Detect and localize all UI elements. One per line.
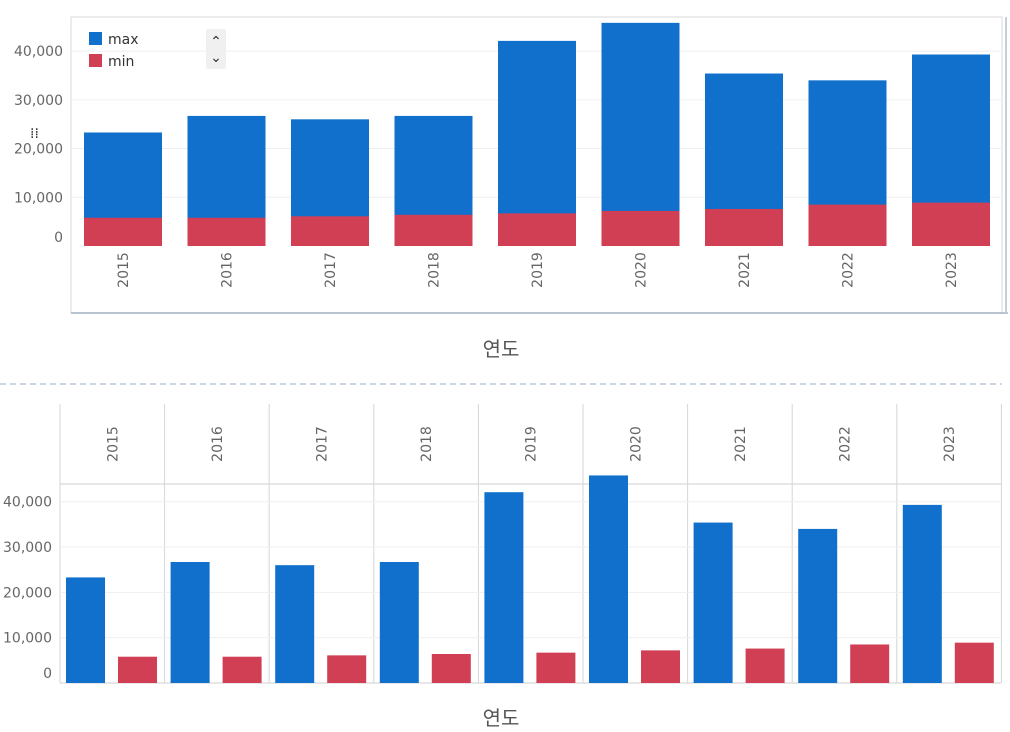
top-x-axis-title: 연도 [483,337,520,361]
top-x-tick-label: 2021 [737,252,753,288]
bottom-x-header-label: 2015 [105,426,121,462]
bottom-bar-min [745,648,785,683]
top-y-tick-label: 0 [54,230,63,246]
top-y-tick-label: 40,000 [14,44,63,60]
top-bar-min [912,202,990,246]
top-x-tick-label: 2019 [530,252,546,288]
bottom-bar-min [118,656,157,683]
bottom-x-header-label: 2019 [524,426,540,462]
top-bar-max [498,40,576,247]
bottom-bar-max [484,492,524,683]
bottom-y-tick-label: 10,000 [3,631,52,647]
legend-label-min: min [108,54,134,70]
bottom-x-axis-title: 연도 [483,706,520,730]
bottom-x-header-label: 2020 [628,426,644,462]
top-x-tick-label: 2015 [116,252,132,288]
legend-label-max: max [108,32,139,48]
legend-scroll-control [206,29,226,69]
top-bar-min [705,208,783,246]
bottom-bar-max [275,565,315,683]
bottom-bar-max [170,561,210,683]
bottom-bar-max [693,522,733,683]
top-bar-min [808,204,887,246]
bottom-bar-min [222,656,262,683]
top-x-tick-label: 2020 [634,252,650,288]
legend-scroll-down-icon: ⌄ [210,50,222,66]
top-x-tick-label: 2018 [427,252,443,288]
top-x-tick-label: 2016 [220,252,236,288]
top-x-tick-label: 2017 [323,252,339,288]
top-bar-min [187,217,266,246]
top-bar-min [498,213,576,246]
bottom-x-header-label: 2017 [315,426,331,462]
bottom-x-header-label: 2021 [733,426,749,462]
bottom-x-header-label: 2016 [210,426,226,462]
legend-swatch-min [89,54,102,67]
top-y-tick-label: 10,000 [14,190,63,206]
bottom-bar-max [379,561,419,683]
bottom-bar-min [536,652,576,683]
bottom-bar-max [589,475,628,683]
top-x-tick-label: 2023 [944,252,960,288]
bottom-bar-min [850,644,890,683]
bottom-y-tick-label: 0 [43,666,52,682]
top-y-tick-label: 30,000 [14,93,63,109]
top-y-tick-label: 20,000 [14,142,63,158]
bottom-bar-max [798,528,838,683]
bottom-x-header-label: 2022 [838,426,854,462]
bottom-bar-min [327,655,367,683]
bottom-bar-max [66,577,105,683]
bottom-y-tick-label: 40,000 [3,495,52,511]
bottom-bar-min [431,653,471,683]
top-overlay-chart: 0 10,000 20,000 30,000 40,000 2015 2016 2017 201… [0,16,1008,385]
legend-scroll-up-icon: ⌃ [210,34,222,50]
top-x-tick-label: 2022 [841,252,857,288]
chart-type-icon: ⁞⁞ [30,126,39,142]
bottom-y-tick-label: 20,000 [3,585,52,601]
bottom-x-header-label: 2018 [419,426,435,462]
top-bar-min [394,214,473,246]
bottom-bar-min [641,650,680,683]
bottom-grouped-chart: 0 10,000 20,000 30,000 40,000 2015 2016 2017 201… [3,404,1002,730]
top-bar-max [601,22,680,247]
bottom-bar-max [902,504,942,683]
top-bar-min [601,210,680,246]
bottom-bar-min [954,642,994,683]
legend-swatch-max [89,32,102,45]
bottom-y-tick-label: 30,000 [3,540,52,556]
top-bar-min [84,217,162,246]
top-bar-min [291,216,369,246]
bottom-x-header-label: 2023 [942,426,958,462]
